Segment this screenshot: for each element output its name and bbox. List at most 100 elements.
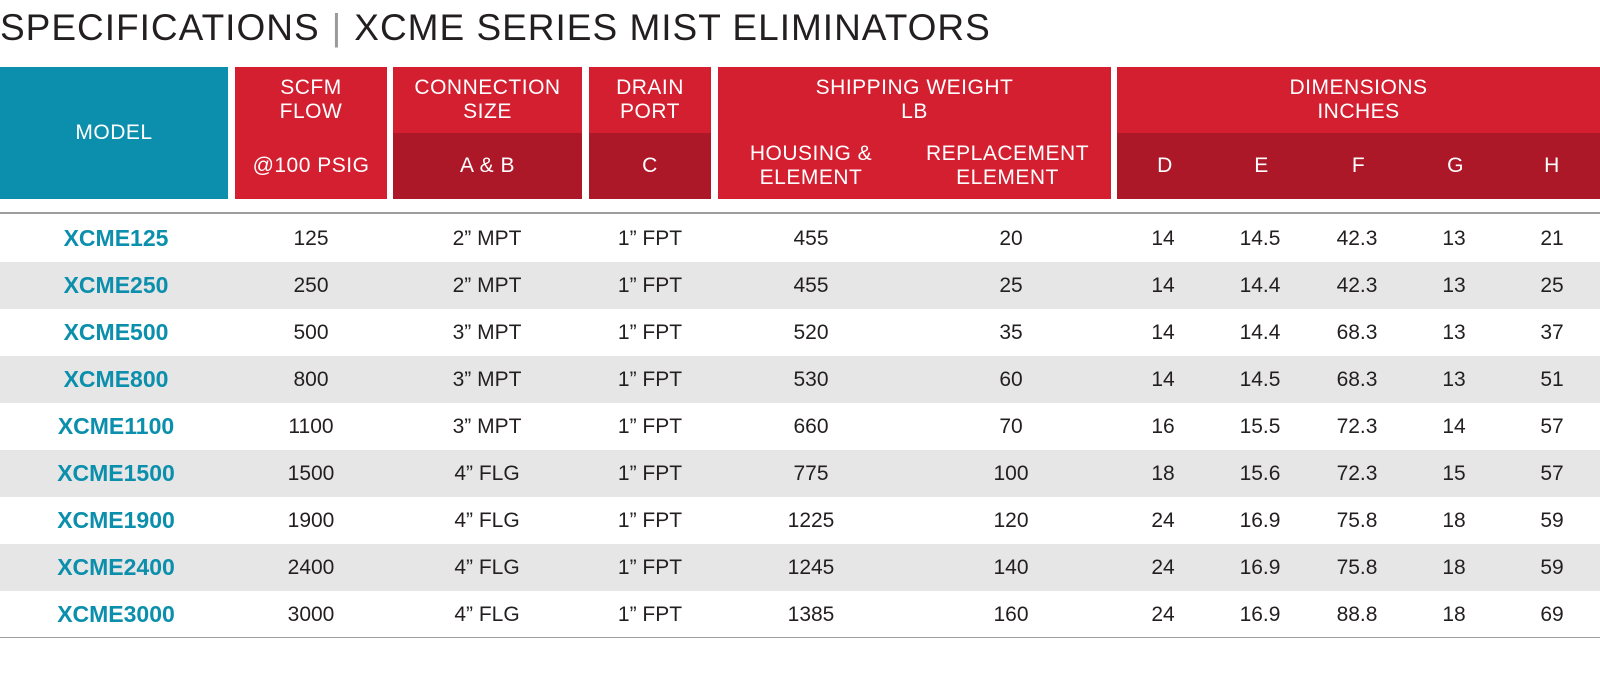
cell-e: 16.9: [1239, 603, 1281, 626]
cell-flow: 1100: [288, 415, 334, 438]
title-left: SPECIFICATIONS: [0, 7, 320, 48]
cell-f: 42.3: [1336, 227, 1378, 250]
table-row: XCME3000 3000 4” FLG 1” FPT 1385 160 24 16.9 88.…: [0, 591, 1600, 638]
cell-h: 57: [1540, 462, 1564, 485]
cell-repl: 60: [999, 368, 1023, 391]
header-dim-f: F: [1351, 154, 1366, 177]
header-flow: SCFM FLOW @100 PSIG: [235, 67, 387, 199]
cell-model: XCME2400: [57, 554, 175, 580]
header-weight-line1: SHIPPING WEIGHT: [815, 76, 1014, 99]
header-flow-line1: SCFM: [280, 76, 342, 99]
title-separator: |: [331, 7, 343, 48]
cell-repl: 140: [993, 556, 1029, 579]
cell-conn: 3” MPT: [452, 415, 522, 438]
header-weight-housing-line2: ELEMENT: [759, 166, 863, 189]
cell-g: 13: [1442, 227, 1466, 250]
cell-drain: 1” FPT: [617, 603, 683, 626]
cell-h: 59: [1540, 556, 1564, 579]
cell-h: 57: [1540, 415, 1564, 438]
cell-flow: 3000: [287, 603, 335, 626]
cell-d: 14: [1151, 368, 1175, 391]
cell-g: 15: [1442, 462, 1466, 485]
header-dim-d: D: [1157, 154, 1173, 177]
table-row: XCME250 250 2” MPT 1” FPT 455 25 14 14.4 42.3 13 2…: [0, 262, 1600, 309]
cell-e: 15.5: [1239, 415, 1281, 438]
table-row: XCME500 500 3” MPT 1” FPT 520 35 14 14.4 68.3 13 3…: [0, 309, 1600, 356]
cell-f: 68.3: [1336, 368, 1378, 391]
cell-drain: 1” FPT: [617, 368, 683, 391]
cell-housing: 520: [793, 321, 829, 344]
cell-drain: 1” FPT: [617, 509, 683, 532]
cell-model: XCME125: [63, 225, 169, 251]
header-divider: [0, 212, 1600, 214]
cell-model: XCME1900: [57, 507, 175, 533]
cell-d: 14: [1151, 321, 1175, 344]
cell-model: XCME3000: [57, 601, 175, 627]
cell-drain: 1” FPT: [617, 321, 683, 344]
cell-f: 72.3: [1336, 462, 1378, 485]
cell-model: XCME800: [63, 366, 169, 392]
header-model-label: MODEL: [75, 121, 153, 144]
cell-h: 59: [1540, 509, 1564, 532]
cell-g: 18: [1442, 509, 1466, 532]
cell-g: 18: [1442, 556, 1466, 579]
cell-housing: 1245: [787, 556, 835, 579]
cell-e: 16.9: [1239, 556, 1281, 579]
cell-e: 16.9: [1239, 509, 1281, 532]
cell-h: 51: [1540, 368, 1564, 391]
cell-flow: 125: [293, 227, 329, 250]
cell-h: 21: [1540, 227, 1564, 250]
cell-d: 14: [1151, 274, 1175, 297]
cell-drain: 1” FPT: [617, 415, 683, 438]
cell-f: 42.3: [1336, 274, 1378, 297]
cell-housing: 775: [793, 462, 829, 485]
cell-d: 18: [1151, 462, 1175, 485]
table-row: XCME800 800 3” MPT 1” FPT 530 60 14 14.5 68.3 13 5…: [0, 356, 1600, 403]
cell-model: XCME500: [63, 319, 169, 345]
title-right: XCME SERIES MIST ELIMINATORS: [354, 7, 991, 48]
table-row: XCME125 125 2” MPT 1” FPT 455 20 14 14.5 42.3 13 2…: [0, 215, 1600, 262]
cell-flow: 800: [293, 368, 329, 391]
header-connection: CONNECTION SIZE A & B: [393, 67, 582, 199]
cell-d: 24: [1151, 603, 1175, 626]
cell-repl: 120: [993, 509, 1029, 532]
cell-f: 72.3: [1336, 415, 1378, 438]
header-dim-e: E: [1254, 154, 1269, 177]
header-flow-line2: FLOW: [279, 100, 343, 123]
cell-drain: 1” FPT: [617, 462, 683, 485]
header-dimensions: DIMENSIONS INCHES D E F G H: [1117, 67, 1600, 199]
cell-e: 14.5: [1239, 368, 1281, 391]
header-dimensions-line2: INCHES: [1317, 100, 1400, 123]
cell-flow: 250: [293, 274, 329, 297]
table-bottom-rule: [0, 637, 1600, 638]
cell-d: 14: [1151, 227, 1175, 250]
cell-housing: 1225: [787, 509, 835, 532]
cell-f: 75.8: [1336, 556, 1378, 579]
page-title: SPECIFICATIONS | XCME SERIES MIST ELIMINAT…: [0, 4, 991, 52]
table-row: XCME1100 1100 3” MPT 1” FPT 660 70 16 15.5 72.3 1…: [0, 403, 1600, 450]
cell-model: XCME1100: [57, 413, 175, 439]
cell-h: 69: [1540, 603, 1564, 626]
cell-e: 15.6: [1239, 462, 1281, 485]
cell-e: 14.5: [1239, 227, 1281, 250]
header-drain-line2: PORT: [620, 100, 680, 123]
header-drain-sub: C: [642, 154, 658, 177]
cell-g: 13: [1442, 274, 1466, 297]
cell-model: XCME1500: [57, 460, 175, 486]
cell-f: 68.3: [1336, 321, 1378, 344]
cell-housing: 660: [793, 415, 829, 438]
header-dim-g: G: [1447, 154, 1464, 177]
cell-flow: 500: [293, 321, 329, 344]
header-model: MODEL: [0, 67, 228, 199]
cell-f: 75.8: [1336, 509, 1378, 532]
cell-repl: 35: [999, 321, 1023, 344]
header-flow-sub: @100 PSIG: [252, 154, 370, 177]
cell-repl: 20: [999, 227, 1023, 250]
cell-d: 24: [1151, 556, 1175, 579]
cell-drain: 1” FPT: [617, 227, 683, 250]
cell-f: 88.8: [1336, 603, 1378, 626]
cell-repl: 160: [993, 603, 1029, 626]
cell-g: 18: [1442, 603, 1466, 626]
cell-conn: 3” MPT: [452, 368, 522, 391]
table-row: XCME1900 1900 4” FLG 1” FPT 1225 120 24 16.9 75.…: [0, 497, 1600, 544]
